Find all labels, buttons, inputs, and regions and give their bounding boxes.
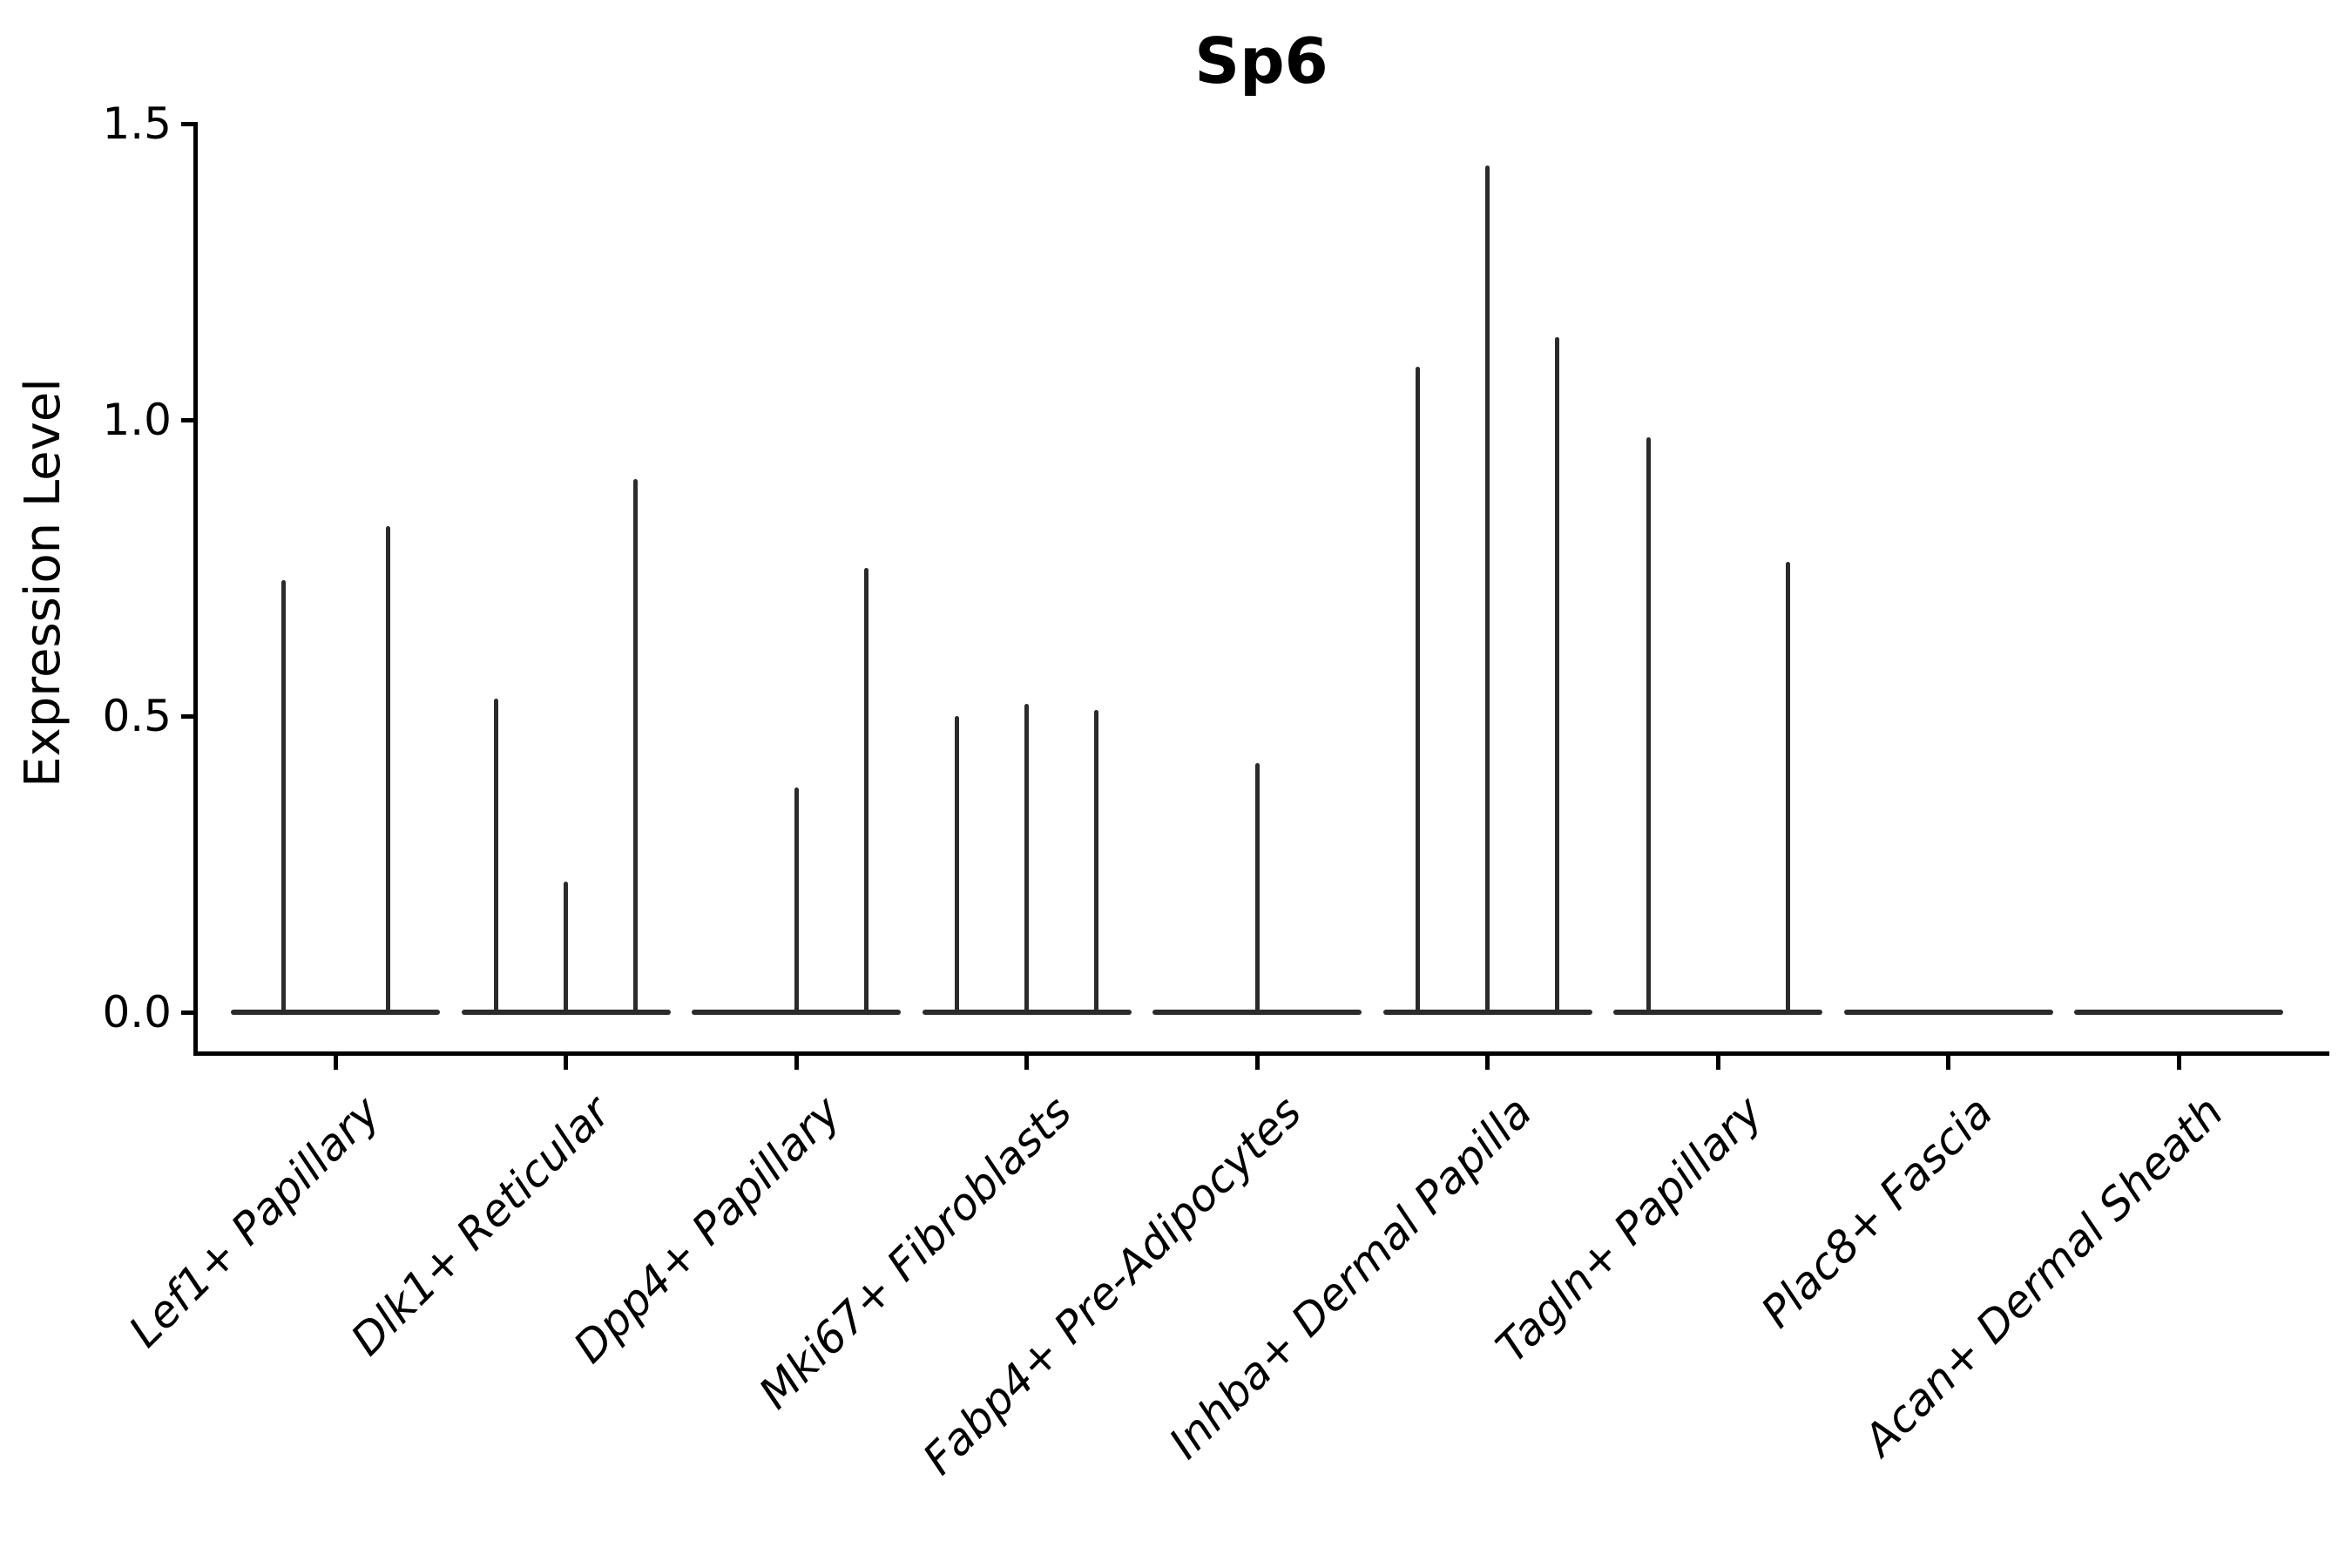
violin-baseline [461,1010,671,1015]
violin-spike [564,882,568,1012]
violin-spike [1416,366,1420,1012]
x-tick-mark [564,1056,568,1070]
violin-spike [1646,437,1651,1012]
violin-spike [385,526,390,1012]
x-tick-mark [794,1056,799,1070]
x-tick-mark [333,1056,338,1070]
x-axis-spine [193,1051,2329,1056]
x-tick-mark [1485,1056,1490,1070]
violin-spike [794,787,799,1012]
violin-spike [633,479,638,1012]
violin-spike [494,698,498,1012]
plot-title: Sp6 [1194,24,1328,98]
violin-spike [1094,710,1098,1012]
violin-spike [280,579,286,1012]
violin-baseline [692,1010,901,1015]
y-tick-mark [181,121,193,126]
y-tick-label: 1.0 [102,395,172,445]
violin-spike [1024,704,1029,1012]
violin-spike [955,716,959,1012]
y-tick-label: 0.0 [102,987,172,1037]
violin-baseline [1152,1010,1362,1015]
x-category-label: Plac8+ Fascia [1751,1086,2003,1338]
x-category-label: Fabp4+ Pre-Adipocytes [913,1086,1312,1484]
violin-spike [1254,763,1260,1012]
y-axis-spine [193,122,198,1056]
x-tick-mark [1715,1056,1720,1070]
y-tick-label: 1.5 [102,98,172,149]
violin-spike [863,568,868,1012]
y-tick-mark [181,1010,193,1015]
violin-baseline [1843,1010,2053,1015]
y-tick-label: 0.5 [102,691,172,741]
x-tick-mark [1946,1056,1950,1070]
violin-spike [1555,336,1559,1012]
violin-baseline [922,1010,1132,1015]
x-tick-mark [1024,1056,1029,1070]
violin-baseline [1382,1010,1592,1015]
violin-baseline [2074,1010,2283,1015]
y-tick-mark [181,713,193,719]
violin-baseline [1613,1010,1822,1015]
violin-spike [1485,165,1490,1012]
x-tick-mark [2176,1056,2181,1070]
y-tick-mark [181,417,193,422]
violin-baseline [231,1010,440,1015]
violin-spike [1785,562,1790,1012]
x-tick-mark [1254,1056,1260,1070]
